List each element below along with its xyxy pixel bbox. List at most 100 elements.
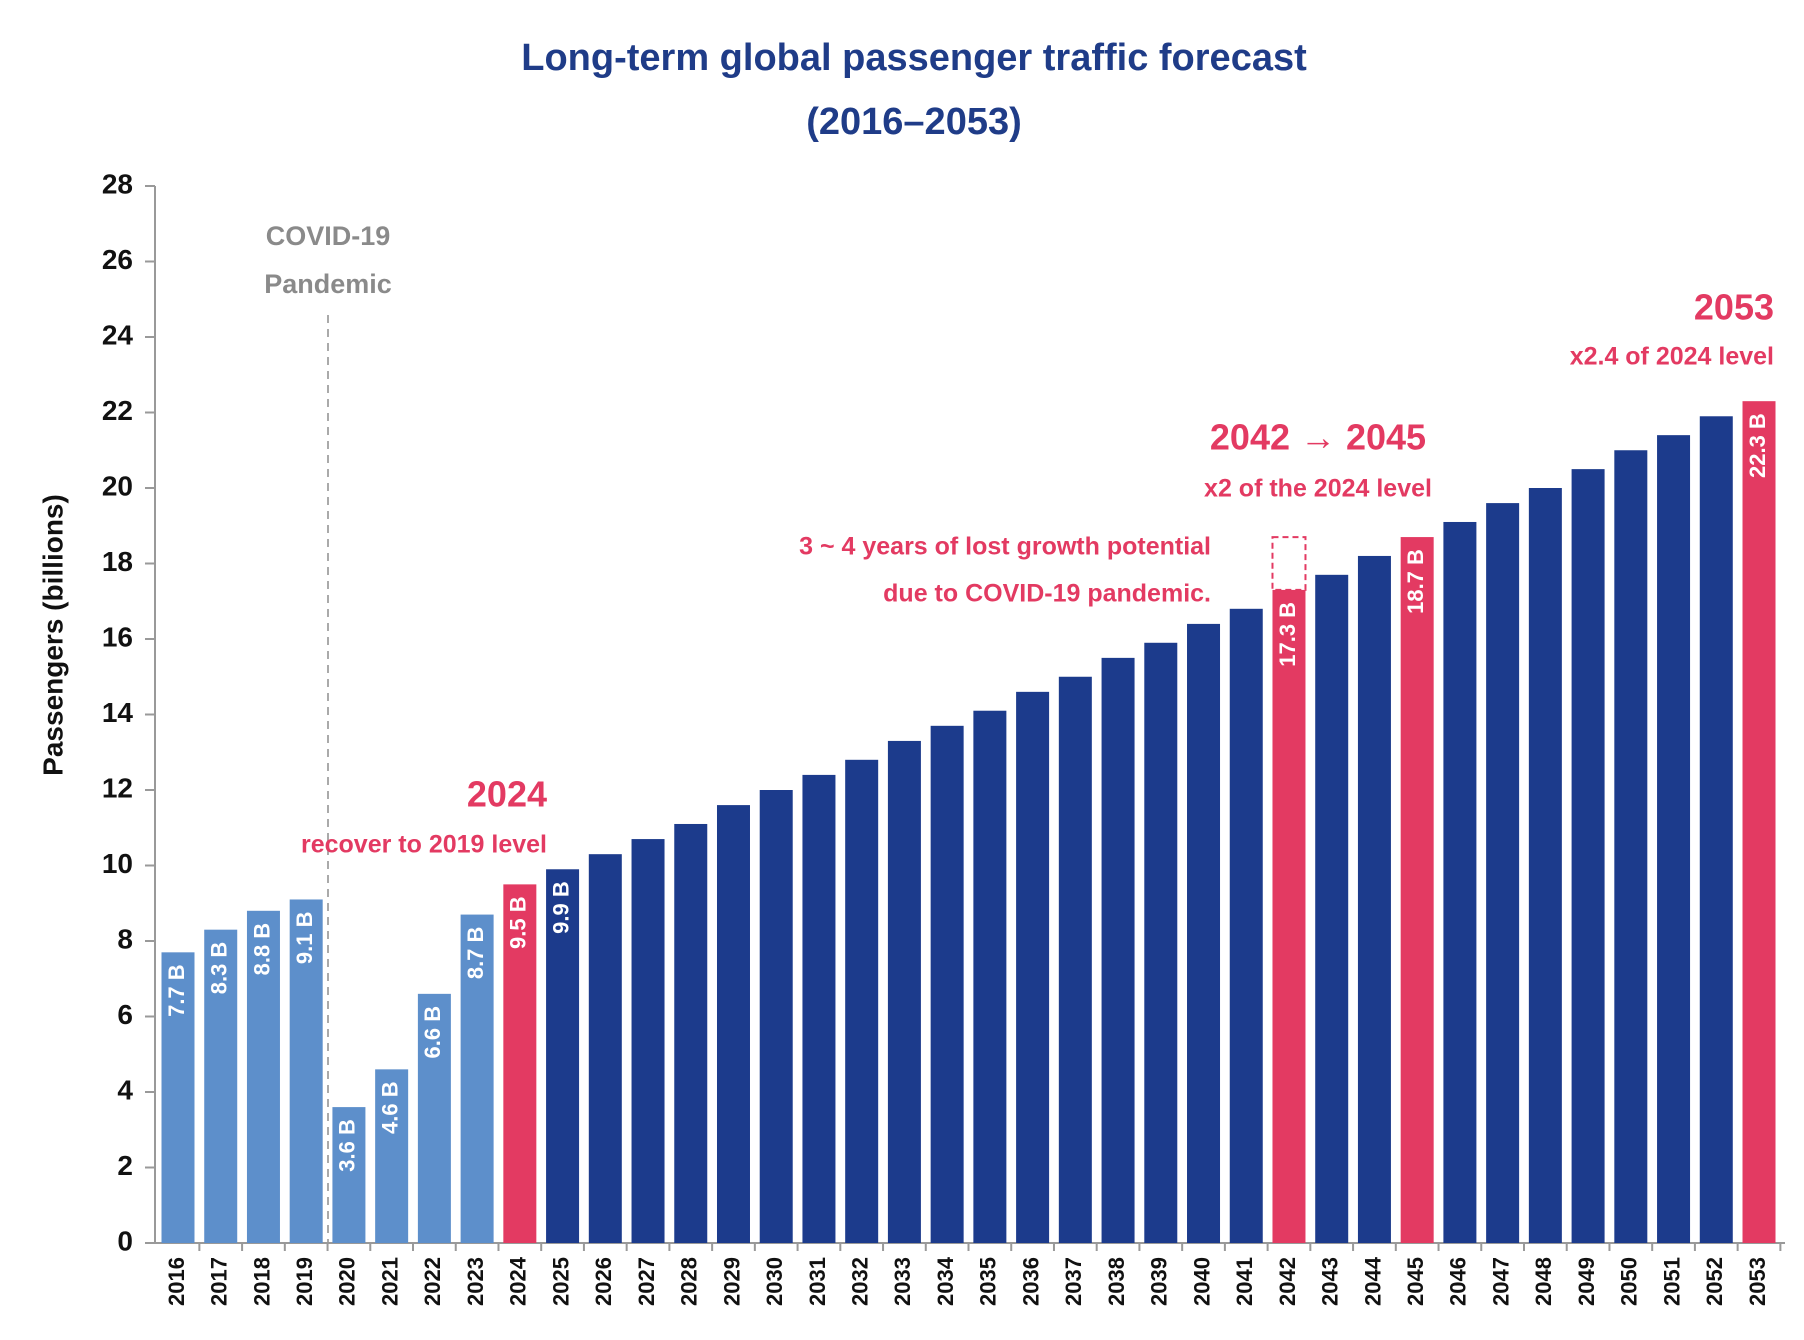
bar	[1187, 623, 1221, 1243]
y-tick-label: 4	[117, 1074, 133, 1105]
x-tick-label: 2053	[1745, 1257, 1770, 1306]
x-tick-label: 2038	[1104, 1257, 1129, 1306]
y-tick-label: 24	[102, 319, 134, 350]
y-tick-label: 2	[117, 1150, 133, 1181]
bar	[546, 869, 580, 1243]
annotation: due to COVID-19 pandemic.	[883, 580, 1211, 608]
x-tick-label: 2026	[591, 1257, 616, 1306]
y-tick-label: 6	[117, 999, 133, 1030]
x-tick-label: 2024	[506, 1256, 531, 1306]
annotation: recover to 2019 level	[301, 831, 547, 859]
bar	[1144, 642, 1178, 1243]
bar	[1528, 488, 1562, 1243]
bar	[1272, 589, 1306, 1243]
y-tick-label: 20	[102, 470, 133, 501]
y-tick-label: 14	[102, 697, 134, 728]
annotation: x2 of the 2024 level	[1204, 475, 1432, 503]
bar	[674, 823, 708, 1243]
y-tick-label: 18	[102, 546, 133, 577]
annotation: 2053	[1694, 287, 1774, 328]
x-tick-label: 2033	[890, 1257, 915, 1306]
bar	[1657, 435, 1691, 1243]
bar	[1571, 469, 1605, 1243]
annotation: COVID-19	[266, 221, 391, 251]
bar	[460, 914, 494, 1243]
x-tick-label: 2051	[1659, 1257, 1684, 1306]
x-tick-label: 2042	[1275, 1257, 1300, 1306]
bar	[1058, 676, 1092, 1243]
x-tick-label: 2025	[548, 1257, 573, 1306]
value-label: 9.1 B	[292, 911, 317, 964]
chart-title: (2016–2053)	[806, 101, 1022, 143]
y-tick-label: 8	[117, 923, 133, 954]
x-tick-label: 2046	[1446, 1257, 1471, 1306]
bar	[417, 993, 451, 1243]
bar	[1357, 555, 1391, 1243]
bar	[204, 929, 238, 1243]
bar	[375, 1069, 409, 1243]
x-tick-label: 2037	[1061, 1257, 1086, 1306]
bar	[716, 805, 750, 1243]
bar	[289, 899, 323, 1243]
value-label: 8.3 B	[207, 942, 232, 995]
x-tick-label: 2017	[207, 1257, 232, 1306]
x-tick-label: 2045	[1403, 1257, 1428, 1306]
chart-title: Long-term global passenger traffic forec…	[521, 37, 1307, 79]
x-tick-label: 2028	[677, 1257, 702, 1306]
bar	[930, 725, 964, 1243]
bar	[1229, 608, 1263, 1243]
bar	[802, 774, 836, 1243]
bar	[503, 884, 537, 1243]
annotation: 2024	[467, 774, 547, 815]
x-tick-label: 2035	[976, 1257, 1001, 1306]
x-tick-label: 2032	[847, 1257, 872, 1306]
x-tick-label: 2019	[292, 1257, 317, 1306]
bar	[161, 952, 195, 1243]
annotation: x2.4 of 2024 level	[1570, 343, 1774, 371]
x-tick-label: 2043	[1318, 1257, 1343, 1306]
y-axis-label: Passengers (billions)	[37, 494, 68, 776]
value-label: 4.6 B	[377, 1081, 402, 1134]
bar	[759, 790, 793, 1243]
x-tick-label: 2018	[249, 1257, 274, 1306]
bar	[1101, 657, 1135, 1243]
x-tick-label: 2049	[1574, 1257, 1599, 1306]
x-tick-label: 2029	[719, 1257, 744, 1306]
value-label: 18.7 B	[1403, 549, 1428, 614]
x-tick-label: 2050	[1617, 1257, 1642, 1306]
x-tick-label: 2034	[933, 1256, 958, 1306]
bar	[973, 710, 1007, 1243]
bar	[1315, 574, 1349, 1243]
x-tick-label: 2016	[164, 1257, 189, 1306]
x-tick-label: 2023	[463, 1257, 488, 1306]
value-label: 3.6 B	[335, 1119, 360, 1172]
x-tick-label: 2020	[335, 1257, 360, 1306]
x-tick-label: 2052	[1702, 1257, 1727, 1306]
x-tick-label: 2027	[634, 1257, 659, 1306]
value-label: 8.7 B	[463, 927, 488, 980]
y-tick-label: 12	[102, 772, 133, 803]
bar	[1400, 537, 1434, 1243]
bar	[1699, 416, 1733, 1243]
x-tick-label: 2036	[1018, 1257, 1043, 1306]
x-tick-label: 2047	[1488, 1257, 1513, 1306]
bar	[631, 839, 665, 1243]
y-tick-label: 16	[102, 621, 133, 652]
bar	[246, 910, 280, 1243]
x-tick-label: 2021	[377, 1257, 402, 1306]
value-label: 22.3 B	[1745, 413, 1770, 478]
bar	[588, 854, 622, 1243]
bar	[1443, 521, 1477, 1243]
annotation: 2042 → 2045	[1210, 417, 1426, 458]
y-tick-label: 10	[102, 848, 133, 879]
annotation: Pandemic	[264, 269, 392, 299]
bar	[1742, 401, 1776, 1243]
bar	[1614, 450, 1648, 1243]
bar	[1486, 503, 1520, 1244]
value-label: 9.9 B	[548, 881, 573, 934]
value-label: 9.5 B	[506, 896, 531, 949]
y-tick-label: 22	[102, 395, 133, 426]
value-label: 6.6 B	[420, 1006, 445, 1059]
bar	[332, 1107, 366, 1243]
x-tick-label: 2030	[762, 1257, 787, 1306]
